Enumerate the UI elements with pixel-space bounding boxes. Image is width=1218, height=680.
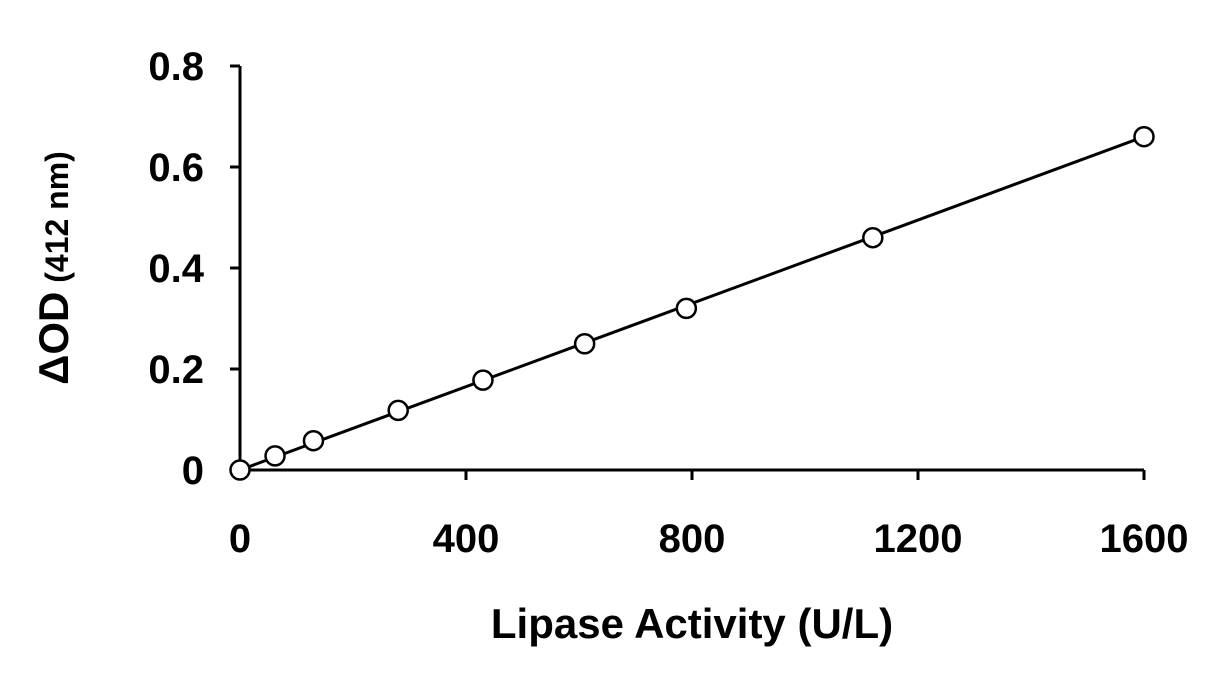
y-tick-label: 0 <box>182 449 204 493</box>
data-point <box>675 297 698 320</box>
axes <box>238 66 1144 472</box>
x-tick-label: 400 <box>433 517 500 561</box>
data-point <box>472 369 494 391</box>
y-tick-label: 0.6 <box>148 146 204 190</box>
data-points <box>229 125 1155 481</box>
data-point <box>229 459 251 481</box>
x-ticks: 0 400 800 1200 1600 <box>229 470 1189 561</box>
data-point <box>302 429 325 452</box>
x-axis-title: Lipase Activity (U/L) <box>491 600 893 647</box>
x-tick-label: 1200 <box>874 517 963 561</box>
data-point <box>573 333 596 355</box>
y-tick-label: 0.2 <box>148 348 204 392</box>
y-axis-title-unit: (412 nm) <box>39 151 75 291</box>
y-tick-label: 0.4 <box>148 247 204 291</box>
data-point <box>1133 125 1155 148</box>
y-axis-title-main: ΔOD <box>30 292 77 385</box>
data-point <box>264 445 286 467</box>
data-point <box>862 226 884 249</box>
y-ticks: 0 0.2 0.4 0.6 0.8 <box>148 45 240 493</box>
x-tick-label: 1600 <box>1100 517 1189 561</box>
x-tick-label: 0 <box>229 517 251 561</box>
x-tick-label: 800 <box>659 517 726 561</box>
data-point <box>387 399 409 422</box>
y-axis-title: ΔOD (412 nm) <box>30 151 77 385</box>
y-tick-label: 0.8 <box>148 45 204 89</box>
